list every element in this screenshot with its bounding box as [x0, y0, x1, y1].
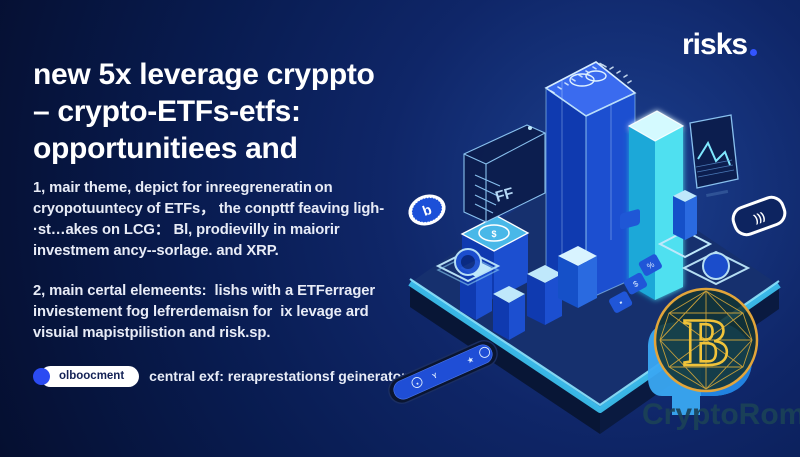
svg-text:B: B: [683, 304, 728, 380]
svg-text:$: $: [491, 229, 496, 239]
svg-text:CryptoRom: CryptoRom: [642, 398, 800, 431]
